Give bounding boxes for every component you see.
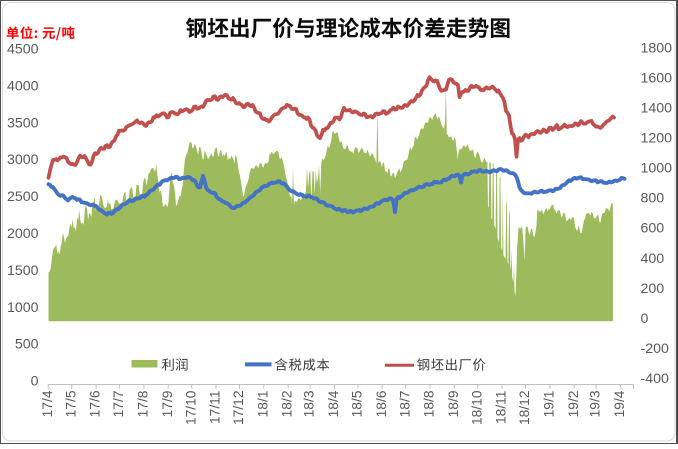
svg-text:0: 0 <box>31 374 39 390</box>
svg-text:1800: 1800 <box>641 41 673 57</box>
svg-text:18/5: 18/5 <box>350 390 365 417</box>
svg-text:19/3: 19/3 <box>588 390 603 417</box>
svg-text:2000: 2000 <box>7 226 39 242</box>
svg-text:17/8: 17/8 <box>136 390 151 417</box>
svg-text:1000: 1000 <box>641 161 673 177</box>
svg-text:19/1: 19/1 <box>542 391 557 418</box>
svg-text:18/7: 18/7 <box>397 391 412 418</box>
svg-text:4000: 4000 <box>7 78 39 94</box>
svg-text:1200: 1200 <box>641 131 673 147</box>
svg-text:17/11: 17/11 <box>208 391 223 425</box>
svg-text:17/7: 17/7 <box>111 391 126 418</box>
svg-text:18/12: 18/12 <box>517 391 532 426</box>
svg-text:500: 500 <box>15 337 39 353</box>
svg-text:1500: 1500 <box>7 263 39 279</box>
svg-text:18/2: 18/2 <box>280 391 295 418</box>
svg-text:400: 400 <box>641 251 665 267</box>
svg-text:17/6: 17/6 <box>88 390 103 417</box>
svg-text:19/2: 19/2 <box>566 391 581 418</box>
svg-text:18/4: 18/4 <box>326 390 341 417</box>
svg-text:18/10: 18/10 <box>469 390 484 425</box>
svg-text:600: 600 <box>641 221 665 237</box>
svg-text:18/8: 18/8 <box>422 390 437 417</box>
svg-text:0: 0 <box>641 311 649 327</box>
svg-text:1400: 1400 <box>641 101 673 117</box>
svg-text:18/3: 18/3 <box>302 390 317 417</box>
svg-text:1600: 1600 <box>641 71 673 87</box>
svg-text:17/5: 17/5 <box>63 390 78 417</box>
svg-text:17/10: 17/10 <box>183 390 198 425</box>
svg-text:-400: -400 <box>641 371 670 387</box>
svg-text:18/11: 18/11 <box>494 390 509 424</box>
svg-text:3500: 3500 <box>7 115 39 131</box>
svg-text:800: 800 <box>641 191 665 207</box>
svg-text:200: 200 <box>641 281 665 297</box>
svg-text:18/6: 18/6 <box>374 390 389 417</box>
svg-text:4500: 4500 <box>7 42 39 58</box>
svg-text:1000: 1000 <box>7 300 39 316</box>
svg-text:18/1: 18/1 <box>255 391 270 418</box>
svg-text:19/4: 19/4 <box>612 390 627 417</box>
svg-text:3000: 3000 <box>7 152 39 168</box>
svg-text:17/9: 17/9 <box>160 390 175 417</box>
svg-text:-200: -200 <box>641 341 670 357</box>
svg-text:17/12: 17/12 <box>231 391 246 426</box>
svg-text:17/4: 17/4 <box>40 390 55 417</box>
svg-text:18/9: 18/9 <box>446 390 461 417</box>
svg-text:2500: 2500 <box>7 189 39 205</box>
